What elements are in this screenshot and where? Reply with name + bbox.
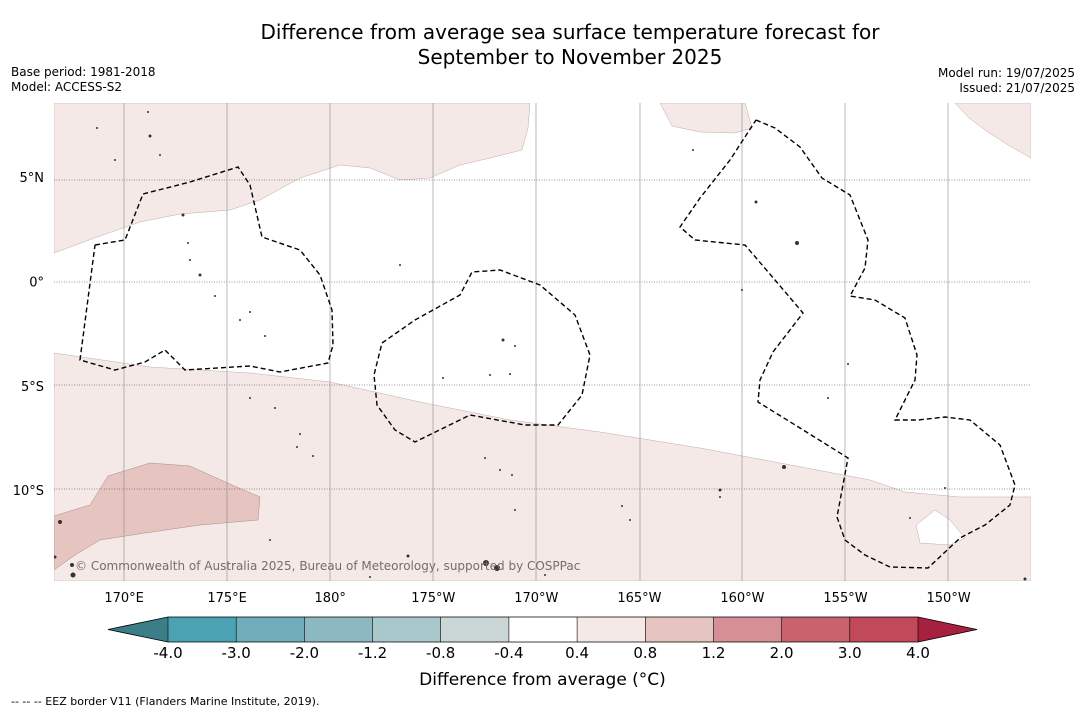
colorbar-tick-label: -4.0 (153, 644, 182, 662)
lon-label: 170°E (104, 591, 144, 606)
colorbar-extend-high (918, 617, 977, 642)
issued-date: Issued: 21/07/2025 (959, 81, 1075, 95)
anomaly-gap-south-east (915, 509, 966, 546)
base-info: Base period: 1981-2018 Model: ACCESS-S2 (11, 65, 156, 95)
colorbar: -4.0 -3.0 -2.0 -1.2 -0.8 -0.4 0.4 0.8 1.2 2.0 3.0 4… (107, 616, 978, 662)
colorbar-tick-label: 0.4 (565, 644, 589, 662)
anomaly-region-south-west-strong (54, 462, 261, 571)
colorbar-tick-label: 0.8 (633, 644, 657, 662)
lon-label: 150°W (927, 591, 971, 606)
colorbar-segment (440, 617, 509, 642)
colorbar-title: Difference from average (°C) (419, 670, 666, 690)
lon-label: 180° (315, 591, 346, 606)
eez-legend-footnote: -- -- -- EEZ border V11 (Flanders Marine… (11, 695, 320, 708)
colorbar-segment (304, 617, 373, 642)
eez-kiribati-gilbert (79, 166, 334, 373)
lon-label: 155°W (823, 591, 867, 606)
lat-label-5s: 5°S (21, 380, 44, 395)
colorbar-segment (849, 617, 918, 642)
anomaly-region-north-west (54, 103, 531, 254)
map-title: Difference from average sea surface temp… (200, 20, 940, 70)
colorbar-extend-low (108, 617, 168, 642)
anomaly-region-south (54, 352, 1031, 581)
colorbar-tick-label: 1.2 (702, 644, 726, 662)
lon-label: 175°E (207, 591, 247, 606)
lat-label-5n: 5°N (20, 171, 45, 186)
model-name: Model: ACCESS-S2 (11, 80, 123, 94)
title-line-2: September to November 2025 (417, 45, 723, 69)
colorbar-segment (645, 617, 714, 642)
model-run: Model run: 19/07/2025 (937, 66, 1075, 80)
lon-label: 160°W (720, 591, 764, 606)
lon-label: 165°W (617, 591, 661, 606)
eez-kiribati-phoenix (373, 269, 591, 443)
graticule-meridians (123, 103, 949, 581)
lat-label-0: 0° (29, 276, 44, 291)
colorbar-segment (577, 617, 646, 642)
colorbar-segment (713, 617, 782, 642)
colorbar-tick-label: -1.2 (358, 644, 387, 662)
colorbar-segment (236, 617, 305, 642)
run-info: Model run: 19/07/2025 Issued: 21/07/2025 (938, 66, 1075, 96)
colorbar-tick-label: 3.0 (838, 644, 862, 662)
colorbar-segment (372, 617, 441, 642)
map-panel (54, 103, 1031, 581)
islands (54, 111, 1027, 581)
eez-kiribati-line (679, 119, 1016, 569)
lon-label: 175°W (411, 591, 455, 606)
anomaly-region-north-center (659, 103, 753, 134)
colorbar-segment (781, 617, 850, 642)
colorbar-tick-label: -2.0 (290, 644, 319, 662)
colorbar-tick-label: -3.0 (222, 644, 251, 662)
colorbar-tick-label: 4.0 (906, 644, 930, 662)
colorbar-segment (168, 617, 237, 642)
lon-labels: 170°E 175°E 180° 175°W 170°W 165°W 160°W 155°W 1… (104, 591, 970, 606)
eez-borders (79, 119, 1016, 569)
colorbar-tick-label: -0.8 (426, 644, 455, 662)
colorbar-segment (508, 617, 578, 642)
colorbar-tick-label: -0.4 (494, 644, 523, 662)
lat-labels: 5°N 0° 5°S 10°S (13, 171, 44, 499)
anomaly-region-north-east (954, 103, 1031, 159)
lon-label: 170°W (514, 591, 558, 606)
graticule (54, 179, 1031, 490)
copyright-notice: © Commonwealth of Australia 2025, Bureau… (75, 559, 580, 573)
lat-label-10s: 10°S (13, 484, 44, 499)
base-period: Base period: 1981-2018 (11, 65, 156, 79)
title-line-1: Difference from average sea surface temp… (260, 20, 880, 44)
colorbar-tick-label: 2.0 (770, 644, 794, 662)
